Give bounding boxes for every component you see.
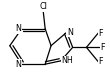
Text: N: N — [16, 24, 22, 33]
Text: N: N — [67, 28, 73, 37]
Text: F: F — [98, 57, 103, 66]
Text: NH: NH — [61, 56, 73, 65]
Text: N: N — [16, 60, 22, 69]
Text: F: F — [100, 43, 105, 52]
Text: Cl: Cl — [39, 2, 47, 11]
Text: F: F — [98, 29, 103, 38]
